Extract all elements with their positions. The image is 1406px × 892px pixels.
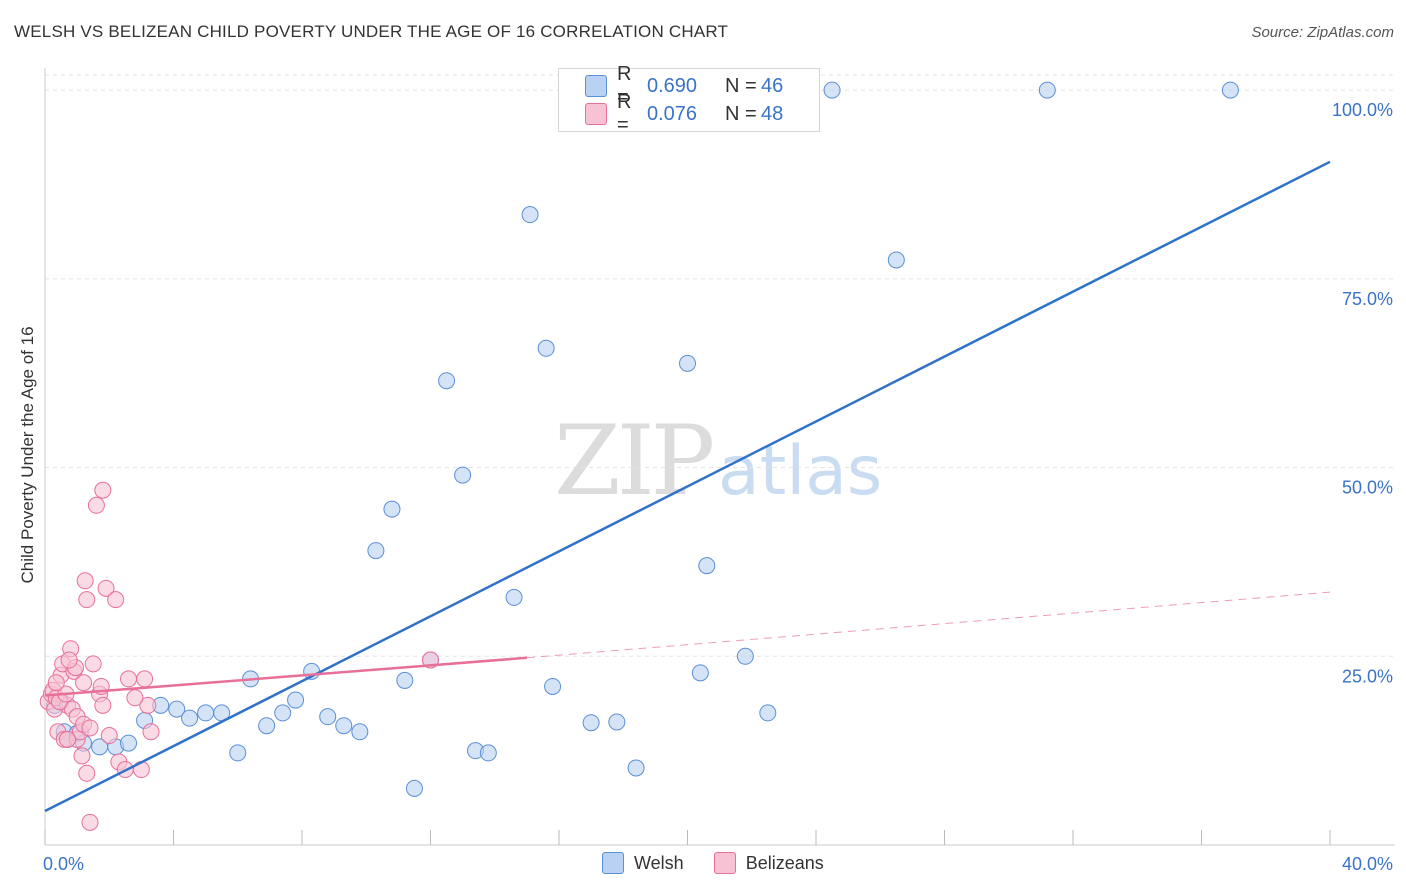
- y-tick-label: 100.0%: [1332, 100, 1393, 120]
- welsh-point: [120, 734, 138, 752]
- legend-row-welsh: R = 0.690 N = 46: [585, 63, 784, 108]
- belizeans-point: [87, 496, 105, 514]
- chart-title: WELSH VS BELIZEAN CHILD POVERTY UNDER TH…: [14, 22, 729, 41]
- welsh-point: [1221, 81, 1239, 99]
- belizeans-point: [107, 591, 125, 609]
- stats-legend: R = 0.690 N = 46 R = 0.076 N = 48: [558, 63, 820, 136]
- welsh-point: [1038, 81, 1056, 99]
- welsh-point: [229, 744, 247, 762]
- welsh-point: [438, 372, 456, 390]
- welsh-point: [351, 723, 369, 741]
- legend-item-welsh[interactable]: Welsh: [602, 852, 684, 874]
- welsh-point: [454, 466, 472, 484]
- welsh-r-label: R =: [617, 63, 632, 108]
- source-label: Source: ZipAtlas.com: [1251, 24, 1394, 41]
- welsh-point: [319, 708, 337, 726]
- belizeans-point: [60, 651, 78, 669]
- welsh-r-value: 0.690: [647, 74, 698, 97]
- belizeans-point: [136, 670, 154, 688]
- belizeans-point: [100, 727, 118, 745]
- watermark-atlas: atlas: [718, 432, 883, 511]
- belizeans-point: [47, 674, 65, 692]
- belizeans-point: [81, 813, 99, 831]
- belizeans-legend-label: Belizeans: [745, 852, 824, 873]
- belizeans-point: [58, 730, 76, 748]
- welsh-point: [335, 717, 353, 735]
- belizeans-trendline: [526, 591, 1331, 659]
- welsh-trendline: [44, 160, 1331, 813]
- welsh-swatch: [585, 75, 607, 97]
- legend-item-belizeans[interactable]: Belizeans: [713, 852, 824, 874]
- welsh-point: [383, 500, 401, 518]
- belizeans-point: [120, 670, 138, 688]
- belizeans-point: [78, 764, 96, 782]
- belizeans-point: [94, 481, 112, 499]
- welsh-point: [258, 717, 276, 735]
- welsh-point: [691, 664, 709, 682]
- belizeans-n-label: N =: [725, 102, 757, 125]
- welsh-point: [287, 691, 305, 709]
- welsh-point: [405, 779, 423, 797]
- welsh-point: [627, 759, 645, 777]
- belizeans-trendline: [44, 656, 527, 697]
- welsh-point: [679, 354, 696, 372]
- welsh-legend-label: Welsh: [634, 852, 684, 873]
- belizeans-n-value: 48: [761, 102, 784, 125]
- welsh-point: [544, 677, 562, 695]
- belizeans-r-value: 0.076: [647, 102, 698, 125]
- welsh-point: [759, 704, 777, 722]
- legend-row-belizeans: R = 0.076 N = 48: [585, 91, 784, 136]
- x-tick-label: 0.0%: [43, 854, 84, 874]
- belizeans-legend-swatch: [713, 852, 736, 874]
- belizeans-point: [142, 723, 160, 741]
- welsh-point: [823, 81, 841, 99]
- belizeans-point: [97, 579, 115, 597]
- welsh-point: [479, 744, 497, 762]
- y-tick-label: 75.0%: [1342, 289, 1393, 309]
- belizeans-point: [78, 591, 96, 609]
- welsh-point: [887, 251, 905, 269]
- welsh-point: [505, 588, 523, 606]
- belizeans-point: [94, 696, 112, 714]
- welsh-point: [537, 339, 555, 357]
- belizeans-point: [126, 689, 144, 707]
- belizeans-point: [73, 747, 91, 765]
- belizeans-point: [81, 719, 99, 737]
- welsh-point: [582, 714, 600, 732]
- welsh-point: [521, 206, 539, 224]
- welsh-point: [197, 704, 215, 722]
- welsh-point: [274, 704, 292, 722]
- x-tick-label: 40.0%: [1342, 854, 1393, 874]
- welsh-n-label: N =: [725, 74, 757, 97]
- belizeans-swatch: [585, 103, 607, 125]
- belizeans-r-label: R =: [617, 91, 632, 136]
- belizeans-point: [75, 674, 93, 692]
- y-tick-label: 25.0%: [1342, 666, 1393, 686]
- watermark-zip: ZIP: [554, 405, 715, 517]
- welsh-point: [367, 542, 385, 560]
- welsh-point: [396, 671, 414, 689]
- belizeans-point: [76, 572, 94, 590]
- welsh-point: [608, 713, 626, 731]
- welsh-point: [698, 557, 716, 575]
- welsh-legend-swatch: [602, 852, 624, 874]
- welsh-point: [736, 647, 754, 665]
- series-legend: Welsh Belizeans: [602, 852, 854, 874]
- welsh-point: [168, 700, 186, 718]
- y-tick-label: 50.0%: [1342, 478, 1393, 498]
- welsh-point: [181, 709, 199, 727]
- belizeans-point: [139, 696, 157, 714]
- welsh-n-value: 46: [761, 74, 784, 97]
- belizeans-point: [84, 655, 102, 673]
